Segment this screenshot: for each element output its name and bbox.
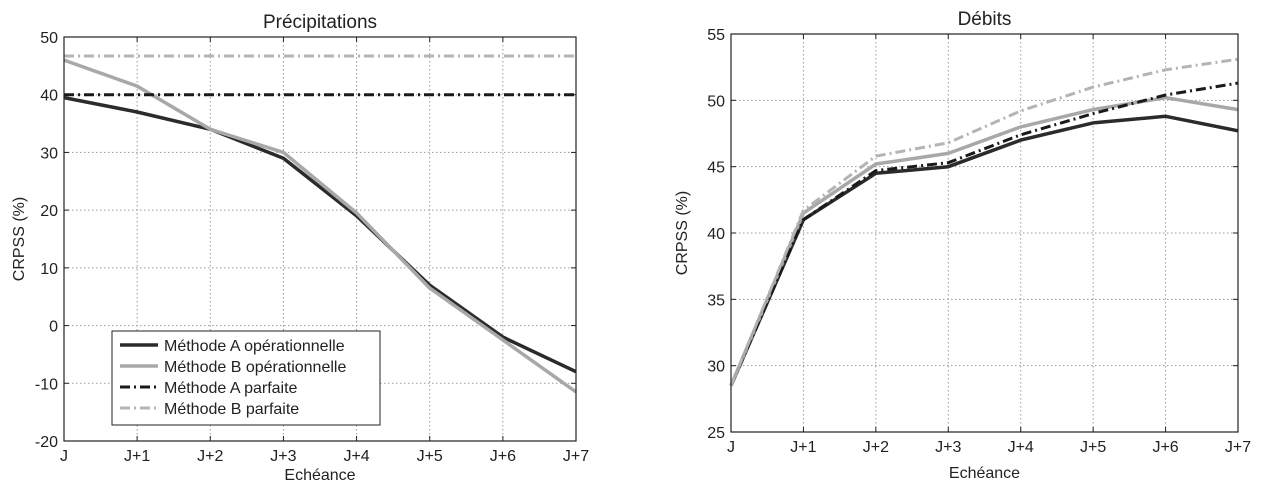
x-tick-label: J+7 [563, 448, 589, 465]
y-tick-label: 35 [707, 292, 725, 309]
x-axis-label: Echéance [949, 465, 1020, 482]
x-tick-label: J+3 [270, 448, 296, 465]
x-tick-label: J+1 [124, 448, 150, 465]
y-tick-label: -20 [35, 434, 58, 451]
x-tick-label: J+6 [1152, 439, 1178, 456]
x-tick-label: J+7 [1225, 439, 1251, 456]
y-tick-label: 10 [40, 261, 58, 278]
x-tick-label: J+5 [417, 448, 443, 465]
y-axis-label: CRPSS (%) [11, 197, 28, 281]
x-tick-label: J+5 [1080, 439, 1106, 456]
y-tick-label: 50 [707, 93, 725, 110]
x-tick-label: J+6 [490, 448, 516, 465]
legend-label: Méthode B parfaite [164, 401, 299, 418]
series-line-4 [729, 57, 1239, 387]
x-tick-label: J+2 [197, 448, 223, 465]
x-tick-label: J+4 [343, 448, 369, 465]
series-line-2 [729, 95, 1239, 387]
y-tick-label: 20 [40, 203, 58, 220]
legend-label: Méthode A opérationnelle [164, 338, 345, 355]
x-tick-label: J+4 [1008, 439, 1034, 456]
chart-1: J J+1 J+2 J+3 J+4 J+5 J+6 J+7 -20 -10 0 10 20 30 40 50 P… [11, 12, 589, 484]
x-tick-label: J [60, 448, 68, 465]
chart-2: J J+1 J+2 J+3 J+4 J+5 J+6 J+7 25 30 35 40 45 50 55 Débi… [674, 9, 1251, 482]
series-line-1 [63, 95, 577, 374]
y-tick-label: 30 [40, 145, 58, 162]
y-tick-label: 45 [707, 160, 725, 177]
y-axis-label: CRPSS (%) [674, 191, 691, 275]
y-tick-label: 40 [707, 226, 725, 243]
y-tick-label: 25 [707, 425, 725, 442]
legend-label: Méthode B opérationnelle [164, 359, 346, 376]
y-tick-label: 55 [707, 27, 725, 44]
series-line-3 [729, 81, 1239, 387]
axes-frame [63, 36, 577, 442]
y-tick-label: 0 [49, 319, 58, 336]
x-axis-label: Echéance [284, 467, 355, 484]
x-tick-label: J+3 [935, 439, 961, 456]
x-tick-label: J+2 [863, 439, 889, 456]
x-tick-label: J [727, 439, 735, 456]
axes-frame [730, 33, 1239, 433]
legend: Méthode A opérationnelle Méthode B opérat… [111, 330, 381, 426]
legend-label: Méthode A parfaite [164, 380, 298, 397]
y-tick-label: -10 [35, 376, 58, 393]
chart-title: Précipitations [263, 12, 377, 33]
y-tick-label: 40 [40, 88, 58, 105]
chart-title: Débits [958, 9, 1012, 30]
x-tick-label: J+1 [790, 439, 816, 456]
y-tick-label: 50 [40, 30, 58, 47]
y-tick-label: 30 [707, 359, 725, 376]
